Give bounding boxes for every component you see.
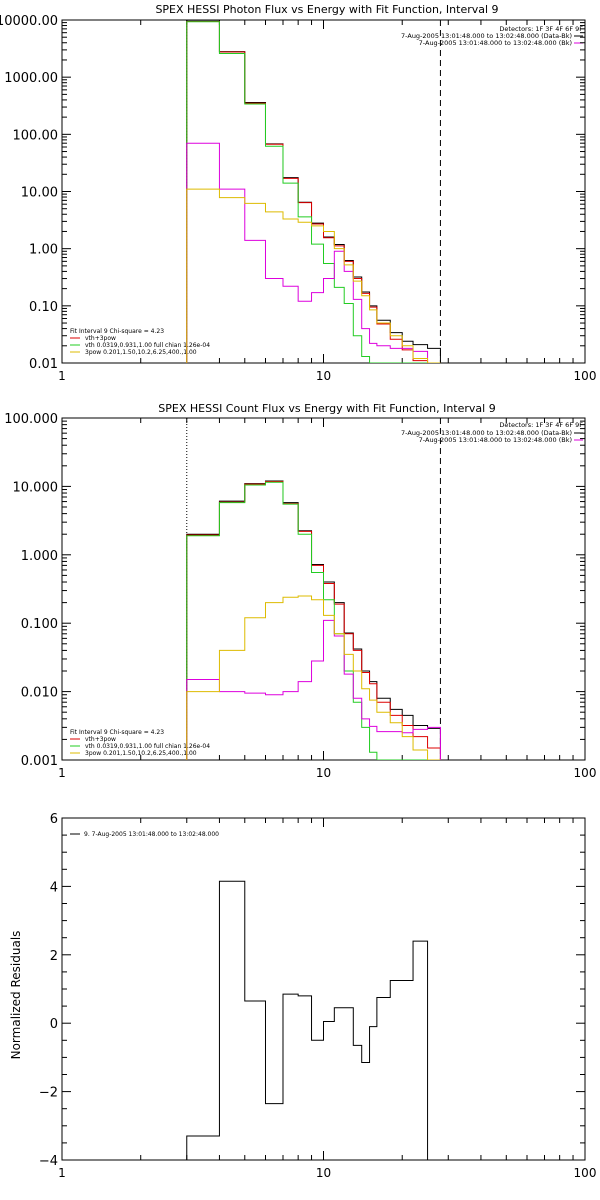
count-x-tick-label: 10 <box>316 766 331 780</box>
count-header-detectors: Detectors: 1F 3F 4F 6F 9F <box>499 421 583 429</box>
count-fit-legend-item-1: vth+3pow <box>85 736 116 743</box>
photon-fit-legend-item-2: vth 0.0319,0.931,1.00 full chian 1.26e-0… <box>85 342 210 349</box>
count-y-tick-label: 10.000 <box>13 480 59 495</box>
count-fit-legend-item-3: 3pow 0.201,1.50,10.2,6.25,400.,1.00 <box>85 750 197 757</box>
residuals-axes-frame <box>61 817 586 1161</box>
photon-x-tick-label: 1 <box>58 369 66 383</box>
count-x-tick-label: 100 <box>574 766 597 780</box>
photon-y-tick-label: 10000.00 <box>0 14 58 29</box>
photon-y-tick-label: 1000.00 <box>4 71 58 86</box>
count-flux-panel: SPEX HESSI Count Flux vs Energy with Fit… <box>4 402 596 780</box>
photon-fit-legend-item-1: vth+3pow <box>85 335 116 342</box>
photon-series-2 <box>186 21 441 363</box>
photon-fit-legend: Fit Interval 9 Chi-square = 4.23 vth+3po… <box>70 328 210 356</box>
photon-y-tick-label: 0.01 <box>29 357 58 372</box>
photon-fit-legend-item-3: 3pow 0.201,1.50,10.2,6.25,400.,1.00 <box>85 349 197 356</box>
count-header-bk: 7-Aug-2005 13:01:48.000 to 13:02:48.000 … <box>419 436 572 444</box>
count-series-2 <box>186 481 441 760</box>
photon-fit-legend-title: Fit Interval 9 Chi-square = 4.23 <box>70 328 164 335</box>
photon-x-tick-label: 100 <box>574 369 597 383</box>
residuals-y-tick-label: 0 <box>50 1017 58 1032</box>
count-fit-legend: Fit Interval 9 Chi-square = 4.23 vth+3po… <box>70 729 210 757</box>
residuals-x-tick-label: 1 <box>58 1166 66 1180</box>
photon-y-tick-label: 1.00 <box>29 243 58 258</box>
residuals-y-tick-label: −4 <box>39 1154 58 1169</box>
count-y-tick-label: 0.001 <box>21 754 58 769</box>
residuals-series-0 <box>186 880 441 1160</box>
residuals-ylabel: Normalized Residuals <box>9 931 23 1060</box>
count-header-data-bk: 7-Aug-2005 13:01:48.000 to 13:02:48.000 … <box>401 429 572 437</box>
photon-series-4 <box>186 188 441 363</box>
count-fit-legend-title: Fit Interval 9 Chi-square = 4.23 <box>70 729 164 736</box>
count-flux-header: Detectors: 1F 3F 4F 6F 9F 7-Aug-2005 13:… <box>401 421 583 444</box>
count-series-3 <box>186 619 441 760</box>
photon-y-tick-label: 10.00 <box>21 186 58 201</box>
count-x-tick-label: 1 <box>58 766 66 780</box>
count-series-1 <box>186 480 441 760</box>
count-flux-title: SPEX HESSI Count Flux vs Energy with Fit… <box>158 402 495 415</box>
residuals-legend-item: 9. 7-Aug-2005 13:01:48.000 to 13:02:48.0… <box>84 831 219 838</box>
count-y-tick-label: 1.000 <box>21 549 58 564</box>
photon-series-0 <box>186 20 441 363</box>
residuals-y-tick-label: −2 <box>39 1086 58 1101</box>
residuals-x-tick-label: 10 <box>316 1166 331 1180</box>
count-fit-legend-item-2: vth 0.0319,0.931,1.00 full chian 1.26e-0… <box>85 743 210 750</box>
count-series-4 <box>186 595 441 760</box>
residuals-x-tick-label: 100 <box>574 1166 597 1180</box>
photon-x-tick-label: 10 <box>316 369 331 383</box>
residuals-y-tick-label: 2 <box>50 949 58 964</box>
photon-series-3 <box>186 142 441 363</box>
photon-header-bk: 7-Aug-2005 13:01:48.000 to 13:02:48.000 … <box>419 39 572 47</box>
count-y-tick-label: 0.100 <box>21 617 58 632</box>
residuals-panel: Normalized Residuals 9. 7-Aug-2005 13:01… <box>9 812 596 1180</box>
residuals-y-tick-label: 4 <box>50 880 58 895</box>
photon-flux-header: Detectors: 1F 3F 4F 6F 9F 7-Aug-2005 13:… <box>401 25 583 47</box>
photon-header-detectors: Detectors: 1F 3F 4F 6F 9F <box>499 25 583 33</box>
photon-axes-frame <box>61 19 586 364</box>
residuals-y-tick-label: 6 <box>50 812 58 827</box>
photon-y-tick-label: 0.10 <box>29 300 58 315</box>
photon-flux-title: SPEX HESSI Photon Flux vs Energy with Fi… <box>155 3 498 16</box>
photon-flux-panel: SPEX HESSI Photon Flux vs Energy with Fi… <box>0 3 596 383</box>
photon-header-data-bk: 7-Aug-2005 13:01:48.000 to 13:02:48.000 … <box>401 32 572 40</box>
photon-series-1 <box>186 21 441 363</box>
photon-y-tick-label: 100.00 <box>13 128 59 143</box>
count-y-tick-label: 100.000 <box>4 412 58 427</box>
count-y-tick-label: 0.010 <box>21 686 58 701</box>
